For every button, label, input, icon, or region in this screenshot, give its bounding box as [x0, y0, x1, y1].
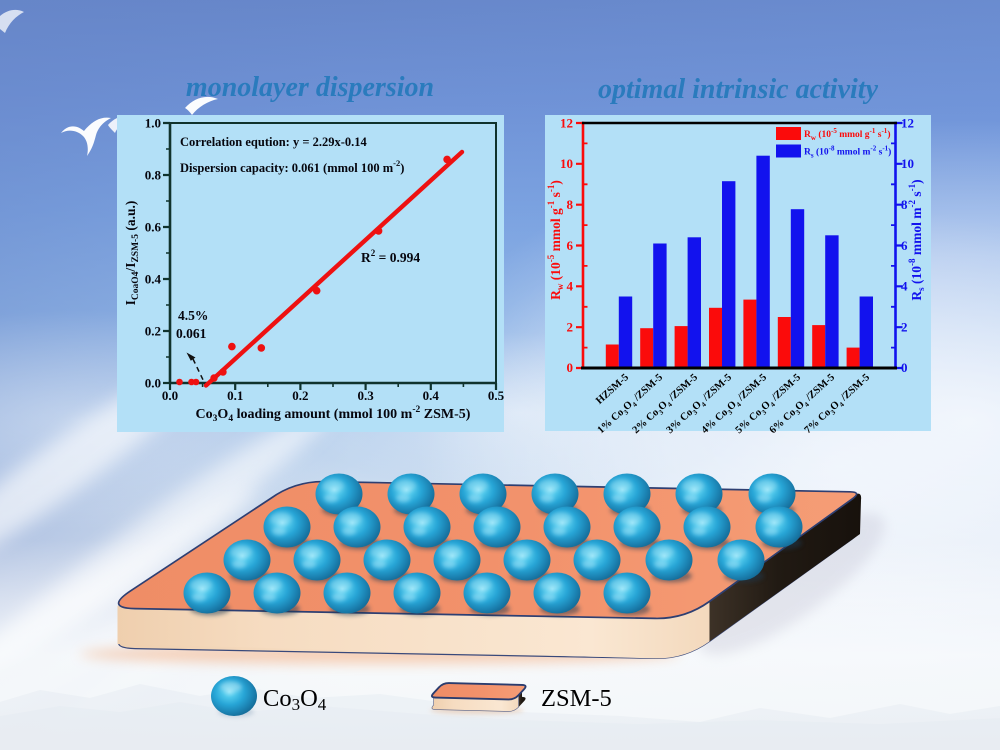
svg-text:2: 2 [901, 320, 908, 335]
svg-text:0.061: 0.061 [176, 326, 207, 341]
svg-text:7% Co3O4 /ZSM-5: 7% Co3O4 /ZSM-5 [803, 372, 873, 437]
svg-text:R2 = 0.994: R2 = 0.994 [361, 248, 420, 265]
svg-text:0.4: 0.4 [145, 272, 162, 287]
svg-text:6: 6 [901, 238, 908, 253]
svg-text:Rs (10-8 mmol m-2 s-1): Rs (10-8 mmol m-2 s-1) [907, 179, 926, 300]
svg-text:0: 0 [901, 360, 908, 375]
svg-text:12: 12 [901, 116, 914, 131]
svg-text:0.1: 0.1 [227, 388, 243, 403]
svg-text:4: 4 [901, 279, 908, 294]
svg-text:0.0: 0.0 [145, 376, 161, 391]
svg-text:4: 4 [567, 279, 574, 294]
svg-text:12: 12 [560, 116, 573, 131]
svg-text:Co3O4 loading amount (mmol 100: Co3O4 loading amount (mmol 100 m-2 ZSM-5… [196, 405, 471, 424]
svg-text:Dispersion capacity: 0.061 (mm: Dispersion capacity: 0.061 (mmol 100 m-2… [180, 158, 404, 175]
svg-text:0.4: 0.4 [423, 388, 440, 403]
svg-text:8: 8 [567, 197, 574, 212]
svg-text:0.0: 0.0 [162, 388, 178, 403]
svg-text:Co3O4: Co3O4 [263, 685, 327, 714]
svg-text:0.5: 0.5 [488, 388, 505, 403]
svg-text:8: 8 [901, 197, 908, 212]
svg-text:0: 0 [567, 360, 574, 375]
svg-text:Rs (10-8 mmol m-2 s-1): Rs (10-8 mmol m-2 s-1) [804, 144, 891, 159]
svg-text:ZSM-5: ZSM-5 [541, 685, 612, 712]
svg-text:0.3: 0.3 [357, 388, 374, 403]
svg-text:0.2: 0.2 [292, 388, 308, 403]
svg-text:Rw (10-5 mmol g-1 s-1): Rw (10-5 mmol g-1 s-1) [804, 127, 890, 142]
svg-text:ICoaO4/IZSM-5 (a.u.): ICoaO4/IZSM-5 (a.u.) [123, 201, 141, 306]
svg-text:Rw (10-5 mmol g-1 s-1): Rw (10-5 mmol g-1 s-1) [546, 180, 565, 300]
svg-text:Correlation eqution: y = 2.29x: Correlation eqution: y = 2.29x-0.14 [180, 135, 367, 149]
svg-text:1.0: 1.0 [145, 116, 161, 131]
svg-text:4.5%: 4.5% [178, 308, 208, 323]
svg-text:0.2: 0.2 [145, 324, 161, 339]
svg-text:10: 10 [901, 156, 914, 171]
svg-text:2: 2 [567, 320, 574, 335]
svg-text:10: 10 [560, 156, 573, 171]
svg-text:0.8: 0.8 [145, 168, 162, 183]
svg-text:0.6: 0.6 [145, 220, 162, 235]
svg-text:6: 6 [567, 238, 574, 253]
